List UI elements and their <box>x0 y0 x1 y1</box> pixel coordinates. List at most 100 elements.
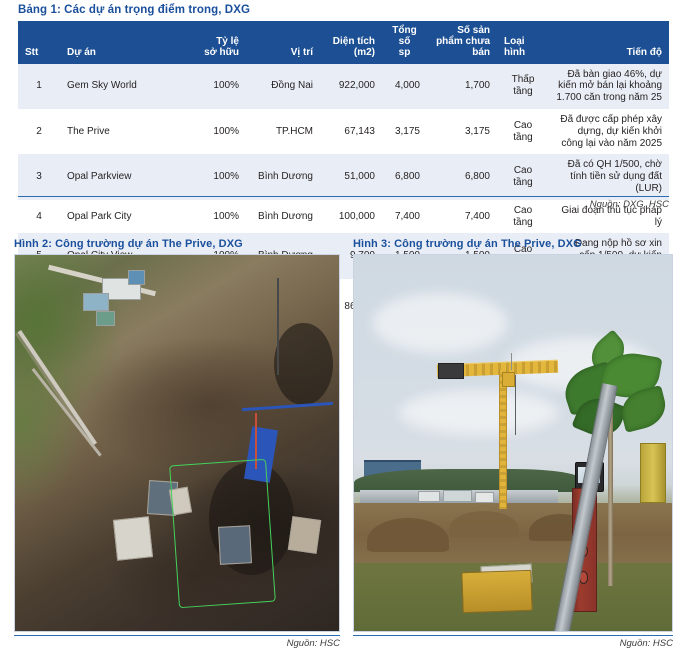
figure-2-title: Hình 2: Công trường dự án The Prive, DXG <box>14 238 243 250</box>
tower-crane-counterweight <box>438 363 464 380</box>
col-header-total-units-l2: số <box>398 36 411 48</box>
figure-2: Hình 2: Công trường dự án The Prive, DXG <box>14 238 340 649</box>
col-header-project-l1: Dự án <box>67 47 96 59</box>
dirt-mound <box>449 510 520 537</box>
cell-project: Gem Sky World <box>60 63 184 109</box>
site-building <box>83 292 109 312</box>
cell-unsold: 6,800 <box>427 154 497 200</box>
col-header-project: Dự án <box>60 21 184 64</box>
col-header-stt: Stt <box>18 21 60 64</box>
cell-ownership: 100% <box>184 108 246 155</box>
col-header-total-units-l3: sp <box>398 47 411 59</box>
cell-project: Opal Parkview <box>60 154 184 200</box>
annotation-outline <box>168 458 276 608</box>
cell-progress: Đã có QH 1/500, chờ tính tiền sử dụng đấ… <box>549 154 669 200</box>
cell-progress: Giai đoạn thủ tục pháp lý <box>549 199 669 234</box>
cell-location: Đồng Nai <box>246 63 320 109</box>
col-header-type-l2: hình <box>504 47 526 59</box>
col-header-stt-l1: Stt <box>25 47 39 59</box>
cell-stt: 2 <box>18 108 60 155</box>
col-header-total-units-l1: Tổng <box>392 25 417 36</box>
col-header-area: Diện tích (m2) <box>320 21 382 64</box>
figure-3-source: Nguồn: HSC <box>619 638 673 649</box>
col-header-location: Vị trí <box>246 21 320 64</box>
cell-ownership: 100% <box>184 199 246 234</box>
cell-total-units: 7,400 <box>382 199 427 234</box>
cell-project: The Prive <box>60 108 184 155</box>
col-header-unsold-l2: phẩm chưa <box>436 36 490 48</box>
col-header-ownership: Tỷ lệ sở hữu <box>184 21 246 64</box>
aerial-construction-site-photo <box>15 255 339 631</box>
site-cabin <box>443 490 472 502</box>
ground-level-construction-site-photo <box>354 255 672 631</box>
col-header-unsold-l3: bán <box>472 47 490 59</box>
table-header-row: Stt Dự án Tỷ lệ sở hữu Vị trí Diện tích <box>18 21 669 64</box>
figure-2-image <box>14 254 340 632</box>
site-cabin <box>474 491 494 504</box>
cell-type: Thấp tầng <box>497 63 549 109</box>
figure-2-rule <box>14 635 340 636</box>
site-building <box>96 311 116 327</box>
cell-total-units: 3,175 <box>382 108 427 155</box>
figure-2-source: Nguồn: HSC <box>286 638 340 649</box>
cell-progress: Đã bàn giao 46%, dự kiến mở bán lại khoả… <box>549 63 669 109</box>
col-header-area-l2: (m2) <box>353 47 375 59</box>
site-pole <box>254 412 257 470</box>
site-cabin <box>417 491 440 503</box>
dirt-patch <box>274 322 333 406</box>
cell-total-units: 6,800 <box>382 154 427 200</box>
table-row: 1 Gem Sky World 100% Đồng Nai 922,000 4,… <box>18 63 669 109</box>
figure-3-title: Hình 3: Công trường dự án The Prive, DXG <box>353 238 582 250</box>
cell-progress: Đã được cấp phép xây dựng, dự kiến khởi … <box>549 108 669 155</box>
cell-location: Bình Dương <box>246 154 320 200</box>
cell-type: Cao tầng <box>497 108 549 155</box>
foundation-slab <box>288 516 322 554</box>
cell-project: Opal Park City <box>60 199 184 234</box>
crane-hoist-line <box>514 375 516 436</box>
col-header-unsold: Số sản phẩm chưa bán <box>427 21 497 64</box>
figure-3-image <box>353 254 673 632</box>
site-building <box>128 270 145 286</box>
cell-total-units: 4,000 <box>382 63 427 109</box>
col-header-progress-l1: Tiến độ <box>626 47 662 59</box>
cell-area: 51,000 <box>320 154 382 200</box>
site-pole <box>277 277 280 376</box>
col-header-location-l1: Vị trí <box>290 47 313 59</box>
cell-unsold: 3,175 <box>427 108 497 155</box>
concrete-silo <box>640 443 666 504</box>
col-header-type: Loại hình <box>497 21 549 64</box>
cell-stt: 1 <box>18 63 60 109</box>
dirt-mound <box>366 518 450 553</box>
cell-unsold: 1,700 <box>427 63 497 109</box>
cell-area: 922,000 <box>320 63 382 109</box>
cell-ownership: 100% <box>184 154 246 200</box>
cell-location: Bình Dương <box>246 199 320 234</box>
tower-crane-cab <box>501 371 515 388</box>
cell-stt: 4 <box>18 199 60 234</box>
cell-type: Cao tầng <box>497 199 549 234</box>
table-row: 2 The Prive 100% TP.HCM 67,143 3,175 3,1… <box>18 108 669 155</box>
table-row: 3 Opal Parkview 100% Bình Dương 51,000 6… <box>18 154 669 200</box>
cell-unsold: 7,400 <box>427 199 497 234</box>
cell-area: 100,000 <box>320 199 382 234</box>
foundation-slab <box>113 516 154 562</box>
cell-ownership: 100% <box>184 63 246 109</box>
figure-3: Hình 3: Công trường dự án The Prive, DXG <box>353 238 673 649</box>
cloud <box>373 292 507 353</box>
site-wall <box>32 367 103 457</box>
tree-line <box>354 469 583 492</box>
yellow-machinery <box>461 569 533 614</box>
tower-crane-mast <box>498 369 507 509</box>
col-header-unsold-l1: Số sản <box>457 25 490 36</box>
cell-area: 67,143 <box>320 108 382 155</box>
cell-type: Cao tầng <box>497 154 549 200</box>
cloud <box>398 390 558 436</box>
table-head: Stt Dự án Tỷ lệ sở hữu Vị trí Diện tích <box>18 21 669 64</box>
col-header-total-units: Tổng số sp <box>382 21 427 64</box>
blue-pipe <box>241 402 333 412</box>
table-source: Nguồn: DXG, HSC <box>589 199 669 210</box>
figure-3-rule <box>353 635 673 636</box>
table-bottom-rule <box>18 196 669 197</box>
col-header-type-l1: Loại <box>504 36 525 48</box>
